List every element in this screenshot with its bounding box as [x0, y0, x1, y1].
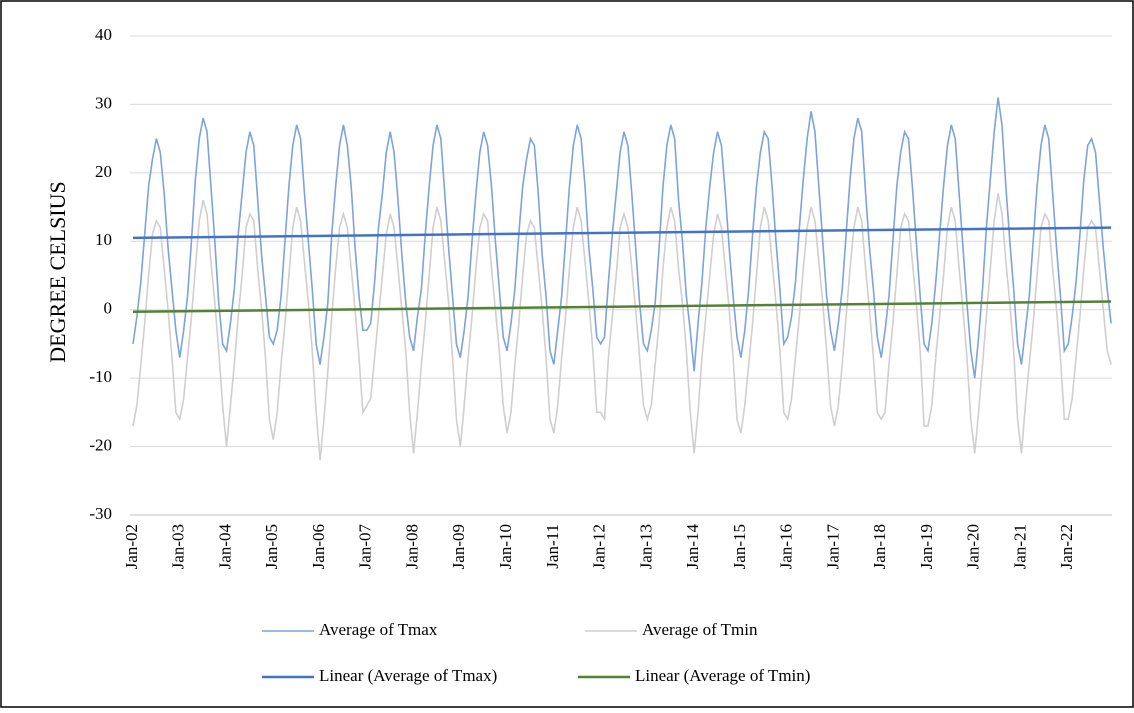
- y-tick-label: 30: [95, 93, 112, 112]
- y-tick-label: 0: [104, 299, 113, 318]
- x-tick-label: Jan-10: [496, 524, 515, 569]
- trend-line: [132, 226, 1112, 240]
- legend-label: Average of Tmin: [642, 620, 758, 639]
- y-tick-label: 20: [95, 162, 112, 181]
- x-tick-label: Jan-05: [262, 524, 281, 569]
- y-tick-label: 40: [95, 25, 112, 44]
- legend-label: Linear (Average of Tmin): [635, 666, 810, 685]
- x-tick-label: Jan-20: [964, 524, 983, 569]
- x-tick-label: Jan-15: [730, 524, 749, 569]
- series-line: [132, 193, 1112, 461]
- legend-label: Average of Tmax: [319, 620, 438, 639]
- x-tick-label: Jan-03: [169, 524, 188, 569]
- x-tick-label: Jan-21: [1010, 524, 1029, 569]
- x-tick-label: Jan-18: [870, 524, 889, 569]
- x-tick-label: Jan-02: [122, 524, 141, 569]
- legend-label: Linear (Average of Tmax): [319, 666, 497, 685]
- x-tick-label: Jan-12: [590, 524, 609, 569]
- x-tick-label: Jan-22: [1057, 524, 1076, 569]
- y-tick-label: -30: [89, 504, 112, 523]
- x-tick-label: Jan-08: [402, 524, 421, 569]
- x-tick-label: Jan-09: [449, 524, 468, 569]
- trend-line: [132, 300, 1112, 314]
- y-tick-label: -10: [89, 367, 112, 386]
- y-axis-title: DEGREE CELSIUS: [45, 181, 70, 363]
- x-tick-label: Jan-17: [823, 524, 842, 570]
- x-tick-label: Jan-04: [215, 524, 234, 570]
- x-tick-label: Jan-14: [683, 524, 702, 570]
- x-tick-label: Jan-16: [777, 524, 796, 569]
- x-tick-label: Jan-07: [356, 524, 375, 570]
- series-line: [132, 97, 1112, 379]
- y-tick-label: -20: [89, 435, 112, 454]
- x-tick-label: Jan-13: [636, 524, 655, 569]
- y-tick-label: 10: [95, 230, 112, 249]
- x-tick-label: Jan-06: [309, 524, 328, 569]
- x-tick-label: Jan-11: [543, 524, 562, 569]
- x-tick-label: Jan-19: [917, 524, 936, 569]
